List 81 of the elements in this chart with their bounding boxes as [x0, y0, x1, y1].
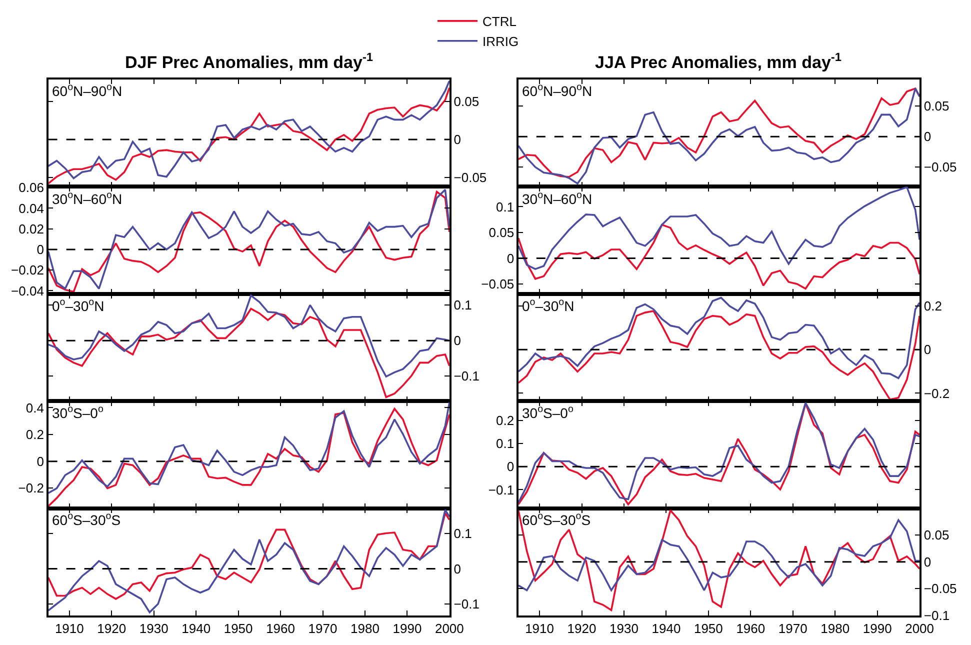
- x-tick-label: 1930: [610, 620, 638, 636]
- annotation: 60$^{o}$S–30$^{o}$S: [52, 511, 121, 528]
- y-tick-label: 0.1: [454, 298, 472, 313]
- chart-title: JJA Prec Anomalies, mm day$^{-1}$: [595, 50, 842, 72]
- y-tick-label: 0: [36, 454, 44, 469]
- y-tick-label: −0.05: [924, 160, 957, 175]
- y-tick-label: −0.02: [11, 262, 44, 278]
- y-tick-label: 0: [506, 250, 514, 266]
- line-series: [518, 310, 920, 400]
- y-tick-label: −0.1: [488, 482, 514, 498]
- y-tick-label: −0.05: [924, 581, 957, 596]
- annotation: 30$^{o}$N–60$^{o}$N: [522, 190, 592, 207]
- x-tick-label: 1910: [525, 620, 554, 636]
- x-tick-label: 1930: [139, 620, 168, 636]
- x-tick-label: 1920: [97, 620, 126, 636]
- annotation: 30$^{o}$S–0$^{o}$: [522, 404, 574, 421]
- y-tick-label: −0.05: [454, 170, 487, 186]
- y-tick-label: 0.05: [924, 528, 950, 543]
- x-tick-label: 1960: [266, 620, 295, 636]
- y-tick-label: 0.06: [18, 180, 44, 196]
- x-tick-label: 2000: [905, 620, 934, 636]
- y-tick-label: 0: [454, 561, 462, 576]
- y-tick-label: 0: [924, 342, 932, 358]
- y-tick-label: 0: [454, 333, 462, 348]
- x-tick-label: 1940: [182, 620, 211, 636]
- x-tick-label: 1950: [224, 620, 253, 636]
- line-series: [48, 294, 450, 378]
- line-series: [518, 296, 920, 380]
- chart-title: DJF Prec Anomalies, mm day$^{-1}$: [125, 50, 374, 72]
- y-tick-label: 0.05: [488, 225, 514, 240]
- y-tick-label: 0.1: [454, 526, 472, 542]
- annotation: 60$^{o}$N–90$^{o}$N: [522, 82, 592, 99]
- annotation: 0$^{o}$–30$^{o}$N: [522, 297, 574, 314]
- y-tick-label: 0.05: [454, 94, 480, 109]
- y-tick-label: 0.04: [18, 200, 44, 216]
- annotation: 60$^{o}$N–90$^{o}$N: [52, 82, 122, 99]
- y-tick-label: 0.2: [26, 427, 44, 442]
- y-tick-label: −0.2: [18, 480, 44, 496]
- x-tick-label: 1980: [350, 620, 380, 636]
- line-series: [518, 186, 920, 270]
- y-tick-label: 0.1: [496, 436, 514, 451]
- x-tick-label: 1940: [652, 620, 681, 636]
- y-tick-label: −0.04: [11, 283, 44, 298]
- y-tick-label: 0: [506, 459, 514, 474]
- y-tick-label: −0.05: [481, 276, 514, 292]
- line-series: [518, 224, 920, 290]
- x-tick-label: 1970: [778, 620, 808, 636]
- line-series: [48, 512, 450, 600]
- annotation: 60$^{o}$S–30$^{o}$S: [522, 511, 591, 528]
- x-tick-label: 1960: [736, 620, 766, 636]
- y-tick-label: 0: [454, 132, 462, 147]
- y-tick-label: 0: [924, 129, 932, 144]
- y-tick-label: 0.02: [18, 221, 44, 236]
- y-tick-label: 0.2: [924, 298, 942, 314]
- x-tick-label: 2000: [434, 620, 464, 636]
- y-tick-label: 0: [924, 554, 932, 570]
- annotation: 30$^{o}$N–60$^{o}$N: [52, 190, 122, 207]
- y-tick-label: −0.1: [454, 368, 480, 384]
- y-tick-label: 0.4: [26, 400, 44, 416]
- y-tick-label: 0: [36, 242, 44, 258]
- x-tick-label: 1950: [694, 620, 723, 636]
- y-tick-label: −0.1: [454, 596, 480, 612]
- x-tick-label: 1990: [862, 620, 892, 636]
- x-tick-label: 1980: [820, 620, 850, 636]
- x-tick-label: 1990: [392, 620, 422, 636]
- y-tick-label: −0.1: [924, 608, 950, 624]
- legend-label: CTRL: [482, 14, 516, 30]
- y-tick-label: 0.05: [924, 98, 950, 114]
- legend-label: IRRIG: [482, 34, 519, 49]
- line-series: [518, 509, 920, 612]
- x-tick-label: 1920: [567, 620, 596, 636]
- x-tick-label: 1970: [308, 620, 338, 636]
- annotation: 0$^{o}$–30$^{o}$N: [52, 297, 104, 314]
- y-tick-label: −0.2: [924, 386, 950, 401]
- line-series: [48, 401, 450, 494]
- annotation: 30$^{o}$S–0$^{o}$: [52, 404, 104, 421]
- y-tick-label: 0.1: [496, 199, 514, 214]
- y-tick-label: 0.2: [496, 412, 514, 428]
- line-series: [48, 509, 450, 614]
- x-tick-label: 1910: [54, 620, 84, 636]
- line-series: [48, 408, 450, 508]
